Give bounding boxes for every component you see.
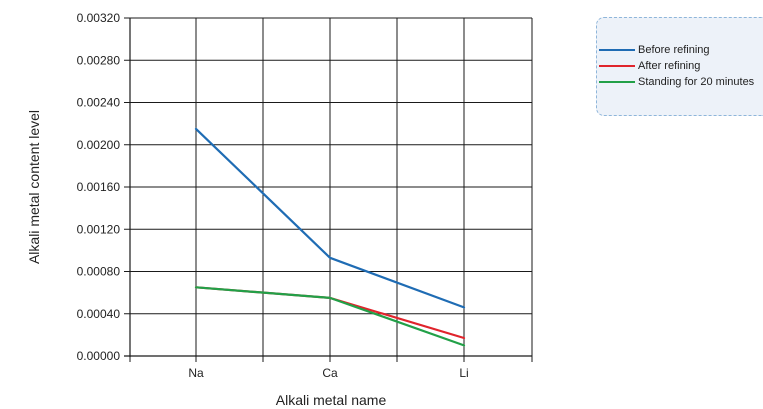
legend-item-standing-20-minutes: Standing for 20 minutes — [597, 75, 754, 89]
legend-swatch-after-refining — [599, 65, 635, 67]
x-tick-label: Li — [459, 366, 468, 380]
series-lines — [194, 127, 466, 347]
y-tick-label: 0.00080 — [77, 265, 121, 279]
y-tick-label: 0.00040 — [77, 307, 121, 321]
y-tick-label: 0.00280 — [77, 53, 121, 67]
x-tick-label: Na — [188, 366, 204, 380]
legend-label: Before refining — [638, 44, 710, 56]
x-axis-title: Alkali metal name — [276, 392, 387, 408]
legend: Before refining After refining Standing … — [596, 17, 763, 116]
grid-lines — [130, 17, 533, 357]
y-tick-label: 0.00320 — [77, 11, 121, 25]
axes — [124, 17, 533, 362]
y-tick-label: 0.00200 — [77, 138, 121, 152]
legend-item-after-refining: After refining — [597, 59, 700, 73]
legend-label: After refining — [638, 60, 701, 72]
legend-swatch-before-refining — [599, 49, 635, 51]
y-tick-label: 0.00240 — [77, 96, 121, 110]
legend-item-before-refining: Before refining — [597, 43, 710, 57]
legend-swatch-standing-20-minutes — [599, 81, 635, 83]
series-line-before-refining — [194, 127, 466, 309]
y-tick-labels: 0.00000 0.00040 0.00080 0.00120 0.00160 0.002… — [77, 11, 121, 363]
x-tick-labels: Na Ca Li — [188, 366, 468, 380]
y-tick-label: 0.00120 — [77, 222, 121, 236]
x-tick-label: Ca — [322, 366, 338, 380]
legend-label: Standing for 20 minutes — [638, 76, 755, 88]
y-tick-label: 0.00000 — [77, 349, 121, 363]
y-axis-title: Alkali metal content level — [26, 110, 42, 264]
y-tick-label: 0.00160 — [77, 180, 121, 194]
series-line-standing-20-minutes — [194, 286, 466, 347]
